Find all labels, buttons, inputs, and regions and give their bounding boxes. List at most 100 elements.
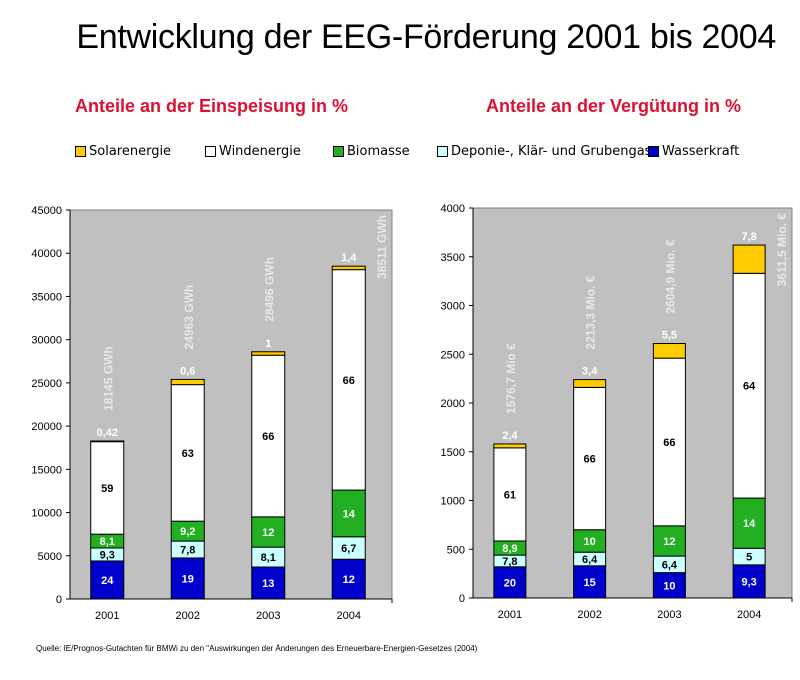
bar-stack-2004: 9,3 5 14 64 7,8 3611,5 Mio. € xyxy=(732,213,789,599)
total-label: 1576,7 Mio € xyxy=(504,343,518,414)
segment-label: 20 xyxy=(504,577,516,589)
legend-item-solarenergie: Solarenergie xyxy=(75,144,171,159)
segment-label: 8,1 xyxy=(100,536,115,548)
segment-label: 63 xyxy=(182,448,194,460)
segment-label: 15 xyxy=(584,577,596,589)
legend-item-wasserkraft: Wasserkraft xyxy=(648,144,739,159)
total-label: 38511 GWh xyxy=(375,215,389,279)
chart-verguetung: 05001000150020002500300035004000207,88,9… xyxy=(441,203,793,621)
segment-label: 19 xyxy=(182,573,194,585)
bar-segment-solarenergie xyxy=(493,443,527,449)
y-tick-label: 3500 xyxy=(441,252,465,264)
segment-label: 66 xyxy=(663,437,675,449)
segment-label: 10 xyxy=(663,580,675,592)
legend-swatch-solarenergie xyxy=(75,146,86,157)
segment-label: 12 xyxy=(343,574,355,586)
legend-label: Windenergie xyxy=(219,144,301,159)
legend-swatch-biomasse xyxy=(333,146,344,157)
legend-swatch-deponiegas xyxy=(437,146,448,157)
y-tick-label: 15000 xyxy=(31,464,62,476)
segment-label: 8,9 xyxy=(502,543,517,555)
legend-swatch-windenergie xyxy=(205,146,216,157)
segment-label: 64 xyxy=(743,381,756,393)
bar-segment-biomasse xyxy=(652,525,686,557)
segment-label: 9,3 xyxy=(741,576,756,588)
bar-segment-biomasse xyxy=(732,497,766,549)
y-tick-label: 1500 xyxy=(441,447,465,459)
legend-item-deponiegas: Deponie-, Klär- und Grubengas xyxy=(437,144,651,159)
segment-label: 6,4 xyxy=(582,554,598,566)
bar-segment-solarenergie xyxy=(331,265,366,271)
total-label: 28496 GWh xyxy=(262,257,276,322)
segment-label: 9,2 xyxy=(180,526,195,538)
legend-item-windenergie: Windenergie xyxy=(205,144,301,159)
subtitle-einspeisung: Anteile an der Einspeisung in % xyxy=(75,96,349,116)
total-label: 3611,5 Mio. € xyxy=(775,213,789,287)
bar-segment-solarenergie xyxy=(732,244,766,274)
total-label: 2213,3 Mio. € xyxy=(584,275,598,349)
bar-segment-wasserkraft xyxy=(90,560,125,600)
y-tick-label: 2500 xyxy=(441,349,465,361)
y-tick-label: 25000 xyxy=(31,378,62,390)
bar-segment-solarenergie xyxy=(251,351,286,356)
bar-segment-windenergie xyxy=(652,357,686,527)
bar-segment-windenergie xyxy=(732,272,766,499)
x-tick-label: 2004 xyxy=(737,609,761,621)
y-tick-label: 30000 xyxy=(31,335,62,347)
y-tick-label: 2000 xyxy=(441,398,465,410)
segment-label: 7,8 xyxy=(741,231,756,243)
bar-segment-wasserkraft xyxy=(652,572,686,599)
legend-label: Wasserkraft xyxy=(662,144,740,159)
segment-label: 12 xyxy=(262,527,274,539)
bar-segment-wasserkraft xyxy=(251,566,286,600)
x-tick-label: 2003 xyxy=(657,609,681,621)
bar-segment-solarenergie xyxy=(170,378,205,386)
segment-label: 9,3 xyxy=(100,549,115,561)
bar-segment-solarenergie xyxy=(652,343,686,359)
segment-label: 5,5 xyxy=(662,330,677,342)
segment-label: 14 xyxy=(343,508,356,520)
bar-segment-solarenergie xyxy=(90,440,125,443)
bar-segment-windenergie xyxy=(573,386,607,531)
legend-item-biomasse: Biomasse xyxy=(333,144,410,159)
total-label: 18145 GWh xyxy=(101,346,115,411)
segment-label: 0,42 xyxy=(97,427,118,439)
y-tick-label: 0 xyxy=(459,593,465,605)
segment-label: 61 xyxy=(504,489,516,501)
main-title: Entwicklung der EEG-Förderung 2001 bis 2… xyxy=(76,18,776,56)
segment-label: 10 xyxy=(584,536,596,548)
y-tick-label: 20000 xyxy=(31,421,62,433)
bar-segment-windenergie xyxy=(493,447,527,542)
y-tick-label: 0 xyxy=(56,594,62,606)
x-tick-label: 2001 xyxy=(498,609,522,621)
bar-stack-2003: 13 8,1 12 66 1 28496 GWh xyxy=(251,257,286,600)
bar-segment-biomasse xyxy=(251,516,286,548)
y-tick-label: 500 xyxy=(447,544,465,556)
x-tick-label: 2001 xyxy=(95,610,119,622)
segment-label: 6,4 xyxy=(662,559,678,571)
segment-label: 66 xyxy=(584,454,596,466)
segment-label: 7,8 xyxy=(502,556,517,568)
legend: Solarenergie Windenergie Biomasse Deponi… xyxy=(75,144,795,164)
bar-stack-2002: 15 6,4 10 66 3,4 2213,3 Mio. € xyxy=(573,275,607,599)
total-label: 2604,9 Mio. € xyxy=(663,239,677,313)
y-tick-label: 35000 xyxy=(31,291,62,303)
subtitle-verguetung: Anteile an der Vergütung in % xyxy=(486,96,742,116)
bar-segment-wasserkraft xyxy=(493,566,527,599)
segment-label: 12 xyxy=(663,536,675,548)
bar-segment-wasserkraft xyxy=(170,557,205,600)
segment-label: 66 xyxy=(262,431,274,443)
legend-label: Biomasse xyxy=(347,144,410,159)
bar-segment-wasserkraft xyxy=(732,564,766,599)
x-tick-label: 2004 xyxy=(337,610,361,622)
segment-label: 3,4 xyxy=(582,366,598,378)
segment-label: 1,4 xyxy=(341,252,357,264)
bar-segment-wasserkraft xyxy=(573,565,607,599)
chart-einspeisung: 0 5000 10000 15000 20000 25000 30000 35000 40000… xyxy=(31,205,393,622)
y-tick-label: 5000 xyxy=(38,551,62,563)
bar-stack-2001: 24 9,38,1 59 0,42 18145 GWh xyxy=(90,346,125,600)
bar-segment-windenergie xyxy=(90,441,125,535)
segment-label: 14 xyxy=(743,518,756,530)
bar-stack-2004: 12 6,7 14 66 1,4 38511 GWh xyxy=(331,215,389,600)
